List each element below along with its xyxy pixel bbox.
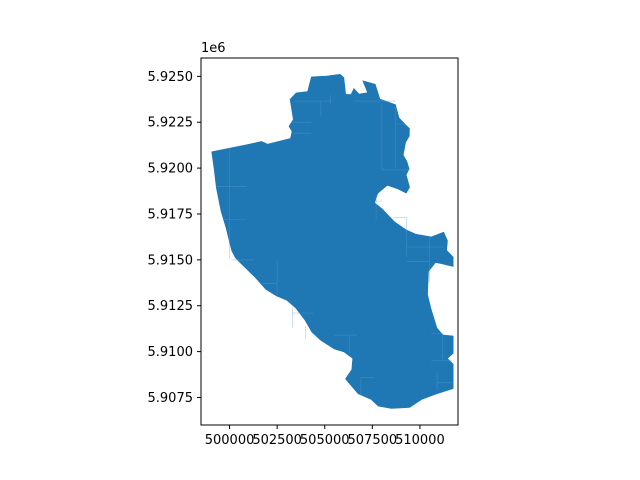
plot-area bbox=[200, 57, 459, 426]
y-tick-label: 5.9175 bbox=[148, 207, 194, 222]
region-layer bbox=[211, 73, 454, 409]
y-tick-label: 5.9150 bbox=[148, 253, 194, 268]
x-tick-label: 510000 bbox=[395, 433, 445, 448]
x-tick-label: 500000 bbox=[205, 433, 255, 448]
x-tick-label: 505000 bbox=[300, 433, 350, 448]
y-tick-label: 5.9075 bbox=[148, 391, 194, 406]
y-tick-label: 5.9225 bbox=[148, 116, 194, 131]
y-axis: 5.9075 5.9100 5.9125 5.9150 5.9175 5.9200 5.92… bbox=[148, 70, 201, 406]
x-tick-label: 502500 bbox=[252, 433, 302, 448]
y-axis-offset-label: 1e6 bbox=[201, 41, 226, 56]
y-tick-label: 5.9125 bbox=[148, 299, 194, 314]
axes-frame bbox=[200, 57, 459, 426]
y-tick-label: 5.9100 bbox=[148, 345, 194, 360]
y-tick-label: 5.9250 bbox=[148, 70, 194, 85]
y-tick-label: 5.9200 bbox=[148, 162, 194, 177]
x-tick-label: 507500 bbox=[348, 433, 398, 448]
region-polygon bbox=[211, 73, 454, 409]
boundary-layer bbox=[216, 94, 453, 396]
